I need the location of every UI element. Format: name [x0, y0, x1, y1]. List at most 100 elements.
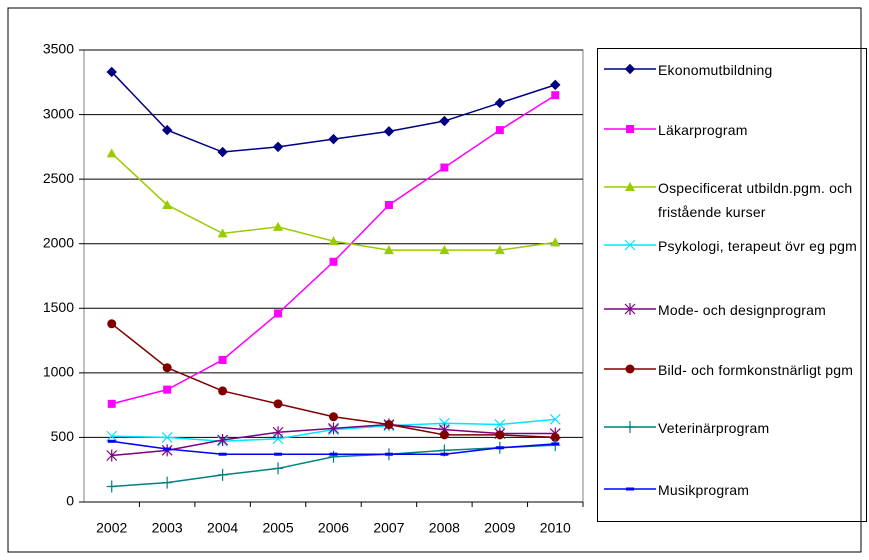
marker — [440, 163, 449, 172]
marker — [329, 412, 338, 422]
marker — [272, 141, 284, 153]
marker — [625, 421, 635, 433]
x-tick-label: 2004 — [207, 520, 238, 536]
marker — [439, 245, 450, 255]
marker — [624, 63, 636, 75]
x-tick-label: 2002 — [96, 520, 127, 536]
marker — [107, 319, 117, 329]
marker — [328, 133, 339, 145]
legend-label: Bild- och formkonstnärligt pgm — [658, 362, 854, 378]
y-tick-label: 2500 — [43, 170, 74, 186]
marker — [495, 446, 504, 450]
x-tick-label: 2009 — [484, 520, 515, 536]
marker — [163, 385, 172, 394]
marker — [439, 115, 450, 127]
marker — [328, 422, 339, 435]
marker — [624, 303, 636, 315]
legend-item: Veterinärprogram — [598, 413, 868, 469]
legend-swatch — [604, 125, 656, 133]
marker — [439, 430, 449, 440]
marker — [549, 413, 561, 425]
legend-label: Ekonomutbildning — [658, 62, 773, 78]
marker — [626, 125, 634, 133]
marker — [106, 449, 118, 462]
marker — [162, 199, 173, 209]
legend-swatch — [604, 364, 656, 374]
x-tick-label: 2007 — [373, 520, 404, 536]
marker — [218, 386, 228, 396]
marker — [161, 432, 173, 443]
marker — [218, 452, 227, 456]
legend-label: Musikprogram — [658, 482, 750, 498]
y-tick-label: 0 — [66, 493, 74, 509]
legend-item: Ospecificerat utbildn.pgm. och friståend… — [598, 173, 868, 229]
marker — [625, 364, 635, 374]
marker — [273, 399, 283, 409]
marker — [217, 434, 229, 447]
legend-swatch — [604, 239, 656, 251]
marker — [384, 452, 393, 456]
marker — [494, 97, 506, 109]
marker — [107, 439, 116, 443]
marker — [217, 228, 228, 238]
marker — [551, 442, 560, 446]
marker — [494, 419, 506, 430]
marker — [329, 452, 338, 456]
marker — [274, 309, 283, 318]
marker — [551, 91, 560, 100]
marker — [106, 480, 117, 493]
y-tick-label: 1000 — [43, 364, 74, 380]
marker — [550, 432, 560, 442]
marker — [273, 221, 284, 231]
legend-swatch — [604, 487, 656, 491]
marker — [106, 148, 117, 158]
legend-label: Psykologi, terapeut övr eg pgm — [658, 238, 857, 254]
marker — [217, 468, 228, 481]
marker — [624, 239, 636, 251]
marker — [550, 237, 561, 247]
marker — [163, 447, 172, 451]
legend-label: Mode- och designprogram — [658, 302, 827, 318]
marker — [217, 146, 228, 158]
legend-item: Läkarprogram — [598, 115, 868, 171]
y-tick-label: 2000 — [43, 234, 74, 250]
x-tick-label: 2003 — [152, 520, 183, 536]
legend-label: Ospecificerat utbildn.pgm. och friståend… — [658, 180, 853, 220]
marker — [625, 182, 635, 191]
y-tick-label: 500 — [51, 428, 75, 444]
legend-item: Musikprogram — [598, 475, 868, 531]
x-tick-label: 2006 — [318, 520, 349, 536]
legend-item: Mode- och designprogram — [598, 295, 868, 351]
y-tick-label: 3500 — [43, 41, 74, 57]
marker — [272, 426, 284, 439]
marker — [440, 452, 449, 456]
chart-border — [7, 7, 862, 553]
marker — [107, 399, 116, 408]
marker — [383, 126, 395, 137]
x-tick-label: 2010 — [540, 520, 571, 536]
marker — [495, 430, 505, 440]
legend-item: Psykologi, terapeut övr eg pgm — [598, 231, 868, 287]
legend-swatch — [604, 303, 656, 315]
legend-swatch — [604, 182, 656, 191]
marker — [495, 126, 504, 135]
legend-label: Läkarprogram — [658, 122, 748, 138]
marker — [626, 487, 634, 491]
marker — [274, 452, 283, 456]
legend: Ekonomutbildning Läkarprogram Ospecificera… — [597, 48, 867, 522]
x-tick-label: 2005 — [262, 520, 293, 536]
marker — [106, 66, 117, 78]
marker — [106, 430, 118, 442]
y-tick-label: 3000 — [43, 105, 74, 121]
marker — [328, 236, 339, 246]
marker — [161, 124, 173, 136]
legend-item: Bild- och formkonstnärligt pgm — [598, 355, 868, 411]
marker — [273, 462, 284, 475]
marker — [218, 355, 227, 364]
marker — [162, 476, 173, 489]
legend-item: Ekonomutbildning — [598, 55, 868, 111]
legend-label: Veterinärprogram — [658, 420, 770, 436]
marker — [384, 420, 394, 430]
